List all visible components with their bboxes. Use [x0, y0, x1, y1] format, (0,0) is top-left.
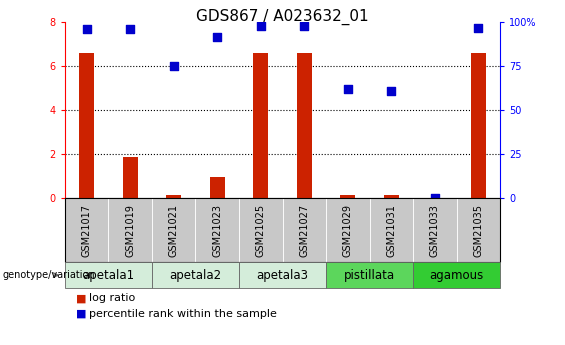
Text: GSM21027: GSM21027	[299, 204, 309, 257]
Text: ■: ■	[76, 309, 87, 319]
Point	[386, 88, 396, 94]
Text: GSM21029: GSM21029	[343, 204, 353, 257]
Text: agamous: agamous	[429, 269, 484, 282]
Point	[299, 23, 308, 29]
Text: ■: ■	[76, 294, 87, 303]
Text: pistillata: pistillata	[344, 269, 395, 282]
Bar	[210, 177, 225, 198]
Bar	[253, 53, 268, 198]
Text: GSM21035: GSM21035	[473, 204, 483, 257]
Text: GSM21019: GSM21019	[125, 204, 135, 257]
Point	[169, 63, 178, 69]
Text: GSM21021: GSM21021	[169, 204, 179, 257]
Text: apetala1: apetala1	[82, 269, 134, 282]
Point	[473, 25, 483, 30]
Bar	[123, 157, 138, 198]
Bar	[79, 53, 94, 198]
Text: GDS867 / A023632_01: GDS867 / A023632_01	[196, 9, 369, 25]
Text: percentile rank within the sample: percentile rank within the sample	[89, 309, 277, 319]
Bar	[297, 53, 312, 198]
Point	[343, 87, 352, 92]
Bar	[340, 195, 355, 198]
Text: log ratio: log ratio	[89, 294, 135, 303]
Point	[212, 34, 221, 39]
Text: GSM21031: GSM21031	[386, 204, 396, 257]
Text: genotype/variation: genotype/variation	[3, 270, 95, 280]
Point	[430, 196, 439, 201]
Text: GSM21025: GSM21025	[256, 204, 266, 257]
Point	[256, 23, 265, 29]
Text: GSM21017: GSM21017	[82, 204, 92, 257]
Text: GSM21023: GSM21023	[212, 204, 222, 257]
Text: apetala2: apetala2	[170, 269, 221, 282]
Text: GSM21033: GSM21033	[430, 204, 440, 257]
Point	[125, 27, 134, 32]
Bar	[166, 195, 181, 198]
Bar	[384, 195, 399, 198]
Point	[82, 27, 92, 32]
Text: apetala3: apetala3	[257, 269, 308, 282]
Bar	[471, 53, 486, 198]
